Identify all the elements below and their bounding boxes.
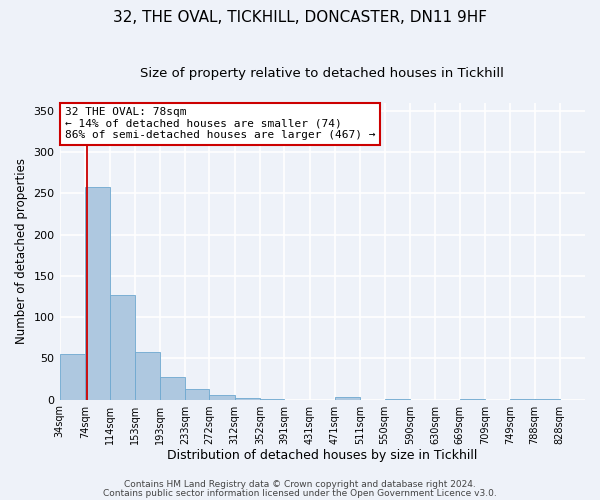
- X-axis label: Distribution of detached houses by size in Tickhill: Distribution of detached houses by size …: [167, 450, 478, 462]
- Y-axis label: Number of detached properties: Number of detached properties: [15, 158, 28, 344]
- Bar: [160, 378, 185, 400]
- Text: 32, THE OVAL, TICKHILL, DONCASTER, DN11 9HF: 32, THE OVAL, TICKHILL, DONCASTER, DN11 …: [113, 10, 487, 25]
- Bar: [460, 399, 485, 400]
- Text: Contains HM Land Registry data © Crown copyright and database right 2024.: Contains HM Land Registry data © Crown c…: [124, 480, 476, 489]
- Bar: [335, 397, 360, 400]
- Bar: [110, 295, 134, 400]
- Bar: [235, 398, 260, 400]
- Bar: [85, 188, 110, 400]
- Bar: [134, 352, 160, 400]
- Text: Contains public sector information licensed under the Open Government Licence v3: Contains public sector information licen…: [103, 488, 497, 498]
- Bar: [260, 399, 284, 400]
- Bar: [385, 399, 410, 400]
- Bar: [535, 399, 560, 400]
- Text: 32 THE OVAL: 78sqm
← 14% of detached houses are smaller (74)
86% of semi-detache: 32 THE OVAL: 78sqm ← 14% of detached hou…: [65, 107, 375, 140]
- Bar: [209, 396, 235, 400]
- Bar: [510, 399, 535, 400]
- Title: Size of property relative to detached houses in Tickhill: Size of property relative to detached ho…: [140, 68, 504, 80]
- Bar: [185, 389, 209, 400]
- Bar: [59, 354, 85, 400]
